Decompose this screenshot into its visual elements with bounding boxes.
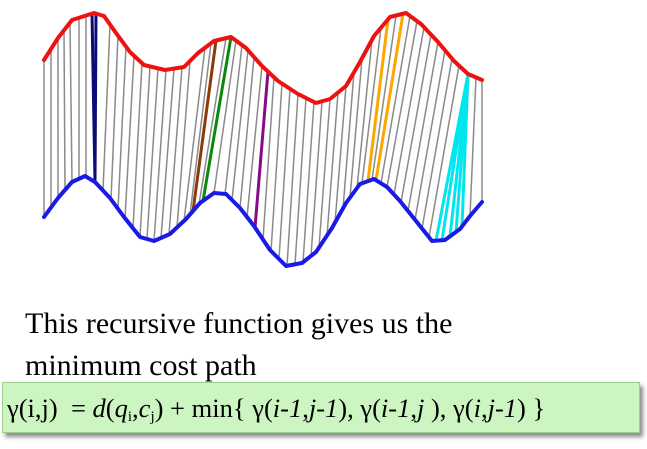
warp-connector <box>124 55 135 219</box>
warp-connector <box>153 69 167 242</box>
warping-diagram <box>42 11 484 268</box>
warp-connector <box>262 77 275 240</box>
formula-lhs: γ(i,j) <box>7 393 58 423</box>
warp-connector <box>168 67 183 235</box>
warp-connector <box>421 58 453 229</box>
formula-box: γ(i,j) = d(qi,cj) + min{ γ(i-1,j-1), γ(i… <box>2 382 640 433</box>
warp-connector <box>400 34 432 203</box>
warp-connector <box>278 88 291 260</box>
warp-connector <box>302 101 315 263</box>
warp-connector <box>198 38 227 205</box>
formula-i-minus-1-b: i-1 <box>380 393 411 423</box>
formula-close: } <box>532 393 546 423</box>
formula-j-minus-1-c: j-1 <box>487 393 518 423</box>
warp-connector-highlight <box>93 13 98 183</box>
formula-c-sub: j <box>150 409 155 425</box>
warp-connector <box>224 45 243 194</box>
warp-connector <box>132 63 143 229</box>
warp-connector <box>318 98 331 248</box>
formula-j-b: j <box>416 393 425 423</box>
warping-connectors <box>43 13 483 266</box>
warp-connector <box>160 68 175 238</box>
formula-d: d <box>92 393 106 423</box>
warp-connector <box>386 20 418 188</box>
warp-connector <box>117 46 127 209</box>
warp-connector <box>246 65 263 218</box>
warp-connector-highlight <box>191 40 218 212</box>
warp-connector <box>231 50 249 201</box>
warp-connector-highlight <box>460 73 470 227</box>
formula-gamma-2: γ <box>360 393 373 423</box>
warp-connector <box>139 66 151 238</box>
formula-q-sub: i <box>127 409 133 425</box>
warp-connector <box>334 85 347 223</box>
caption-line-2: minimum cost path <box>25 349 257 382</box>
warp-connector <box>102 24 111 191</box>
formula-gamma-1: γ <box>252 393 264 423</box>
formula-i-minus-1-a: i-1 <box>272 393 303 423</box>
formula-min: min{ <box>191 393 246 423</box>
query-series-curve <box>42 11 484 105</box>
formula-j-minus-1-a: j-1 <box>308 393 339 423</box>
warp-connector <box>469 77 477 217</box>
warp-connector <box>356 39 373 189</box>
warp-connector-highlight <box>253 71 270 228</box>
warp-connector <box>349 58 363 198</box>
warp-connector <box>146 68 159 240</box>
warp-connector <box>428 65 460 238</box>
warp-connector <box>407 41 439 212</box>
warp-connector <box>414 50 446 220</box>
warp-connector <box>286 93 299 266</box>
warp-connector <box>63 30 66 191</box>
warp-connector <box>176 60 191 228</box>
candidate-series-curve <box>42 174 484 268</box>
warp-connector <box>69 22 73 183</box>
warp-connector <box>213 40 237 194</box>
warp-connector <box>239 56 255 209</box>
warp-connector-highlight <box>201 36 233 202</box>
warp-connector <box>189 43 212 215</box>
recurrence-formula: γ(i,j) = d(qi,cj) + min{ γ(i-1,j-1), γ(i… <box>7 393 546 425</box>
warp-connector <box>361 27 382 184</box>
warp-connector <box>110 35 119 200</box>
caption-line-1: This recursive function gives us the <box>25 307 453 340</box>
warp-connector <box>380 15 411 184</box>
warp-connector <box>326 92 339 236</box>
warp-connector-highlight <box>374 13 405 181</box>
warp-connector <box>393 27 425 195</box>
warp-connector <box>183 47 206 221</box>
formula-i-c: i <box>473 393 481 423</box>
formula-q: q <box>114 393 128 423</box>
formula-equals: = <box>70 393 86 423</box>
formula-gamma-3: γ <box>453 393 465 423</box>
warp-connector <box>294 97 307 265</box>
formula-c: c <box>138 393 151 423</box>
warp-connector <box>270 83 283 252</box>
warp-connector <box>371 15 397 180</box>
warp-connector <box>342 72 355 209</box>
warp-connector <box>310 101 323 256</box>
caption: This recursive function gives us the min… <box>25 303 625 387</box>
warp-connector-highlight <box>366 19 390 182</box>
